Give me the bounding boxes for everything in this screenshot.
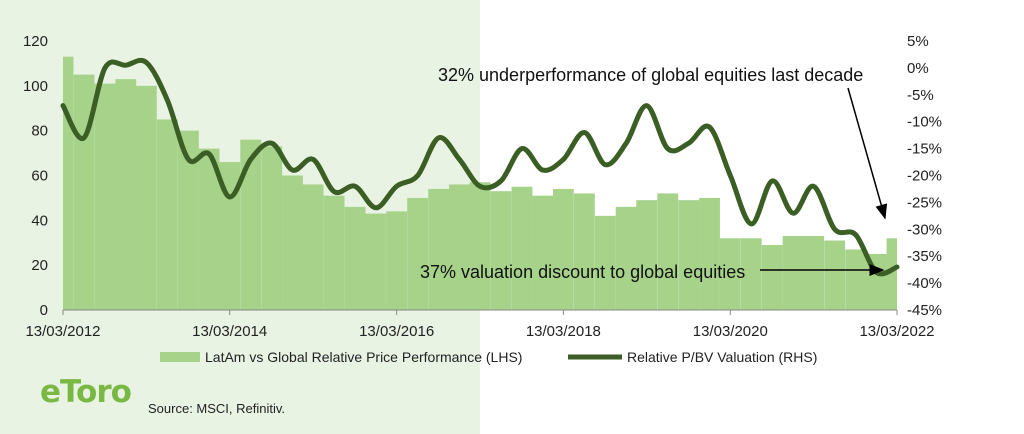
bar bbox=[886, 238, 897, 310]
bar bbox=[511, 186, 533, 310]
left-tick-label: 60 bbox=[31, 168, 48, 185]
bar bbox=[240, 139, 262, 310]
bar bbox=[344, 206, 366, 310]
right-tick-label: -25% bbox=[907, 194, 942, 211]
bar bbox=[573, 193, 595, 310]
left-tick-label: 20 bbox=[31, 257, 48, 274]
bar bbox=[636, 200, 658, 310]
x-tick-label: 13/03/2016 bbox=[359, 323, 434, 340]
bar bbox=[845, 249, 867, 310]
left-axis: 0 20 40 60 80 100 120 bbox=[23, 33, 48, 319]
source-note: Source: MSCI, Refinitiv. bbox=[148, 401, 286, 416]
legend-line-label: Relative P/BV Valuation (RHS) bbox=[627, 349, 817, 365]
left-tick-label: 40 bbox=[31, 212, 48, 229]
bar bbox=[803, 236, 825, 310]
right-axis: 5% 0% -5% -10% -15% -20% -25% -30% -35% -40% -45% bbox=[907, 33, 942, 319]
bar bbox=[63, 56, 74, 310]
bar bbox=[449, 184, 470, 310]
bar bbox=[135, 85, 157, 310]
bar bbox=[740, 238, 762, 310]
x-tick-label: 13/03/2018 bbox=[526, 323, 601, 340]
bar bbox=[552, 188, 574, 310]
left-tick-label: 120 bbox=[23, 33, 48, 50]
x-tick-label: 13/03/2014 bbox=[192, 323, 267, 340]
bar bbox=[302, 184, 324, 310]
right-tick-label: 5% bbox=[907, 33, 929, 50]
etoro-logo: eToro bbox=[40, 374, 132, 410]
bar bbox=[782, 236, 804, 310]
legend: LatAm vs Global Relative Price Performan… bbox=[160, 349, 817, 365]
bar bbox=[177, 130, 199, 310]
annotation-valuation-discount: 37% valuation discount to global equitie… bbox=[420, 262, 745, 282]
annotation-arrow-1 bbox=[847, 87, 888, 220]
left-tick-label: 0 bbox=[40, 302, 48, 319]
bar bbox=[428, 188, 450, 310]
bar bbox=[198, 148, 220, 310]
legend-bar-swatch bbox=[160, 352, 200, 362]
x-tick-label: 13/03/2022 bbox=[859, 323, 934, 340]
right-tick-label: -40% bbox=[907, 275, 942, 292]
bar-series bbox=[63, 56, 897, 310]
right-tick-label: -30% bbox=[907, 221, 942, 238]
bar bbox=[761, 244, 783, 310]
right-tick-label: -20% bbox=[907, 168, 942, 185]
legend-bar-label: LatAm vs Global Relative Price Performan… bbox=[205, 349, 522, 365]
valuation-line bbox=[60, 57, 900, 277]
bar bbox=[365, 213, 387, 310]
right-tick-label: -45% bbox=[907, 302, 942, 319]
bar bbox=[323, 195, 345, 310]
bar bbox=[657, 193, 679, 310]
bar bbox=[594, 215, 616, 310]
bar bbox=[219, 162, 241, 310]
x-tick-label: 13/03/2012 bbox=[25, 323, 100, 340]
left-tick-label: 80 bbox=[31, 123, 48, 140]
right-tick-label: -15% bbox=[907, 141, 942, 158]
bar bbox=[115, 79, 137, 310]
bar bbox=[615, 206, 637, 310]
left-tick-label: 100 bbox=[23, 78, 48, 95]
annotation-underperformance: 32% underperformance of global equities … bbox=[438, 65, 863, 85]
bar bbox=[469, 182, 491, 310]
bar bbox=[156, 119, 178, 310]
bar bbox=[94, 83, 116, 310]
right-tick-label: -5% bbox=[907, 87, 934, 104]
bar bbox=[261, 146, 283, 310]
bar bbox=[824, 240, 846, 310]
bar bbox=[386, 211, 408, 310]
x-axis: 13/03/2012 13/03/2014 13/03/2016 13/03/2018… bbox=[25, 310, 935, 340]
bar bbox=[532, 195, 554, 310]
bar bbox=[699, 197, 720, 310]
bar bbox=[678, 200, 700, 310]
bar bbox=[719, 238, 741, 310]
bar bbox=[282, 175, 303, 310]
bar bbox=[490, 191, 512, 310]
x-tick-label: 13/03/2020 bbox=[693, 323, 768, 340]
right-tick-label: -35% bbox=[907, 248, 942, 265]
bar bbox=[407, 197, 429, 310]
right-tick-label: -10% bbox=[907, 114, 942, 131]
right-tick-label: 0% bbox=[907, 60, 929, 77]
